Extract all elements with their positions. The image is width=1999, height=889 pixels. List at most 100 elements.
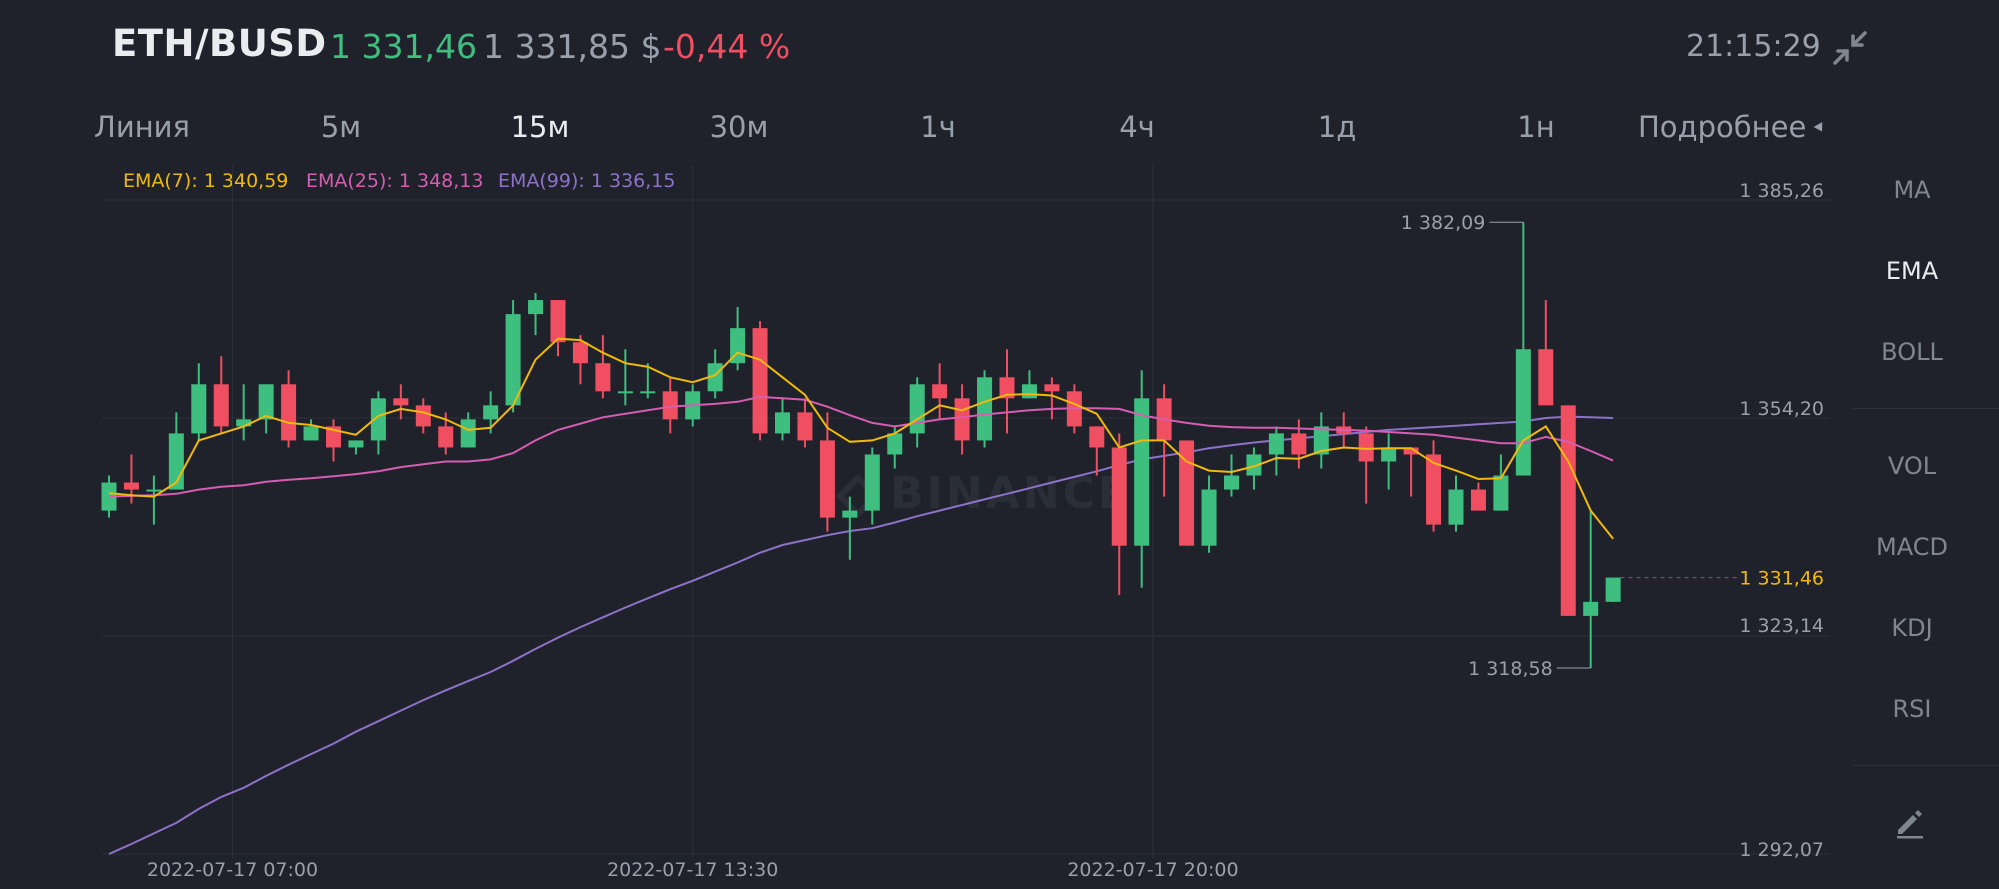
candle-body [819,440,835,518]
indicator-ema[interactable]: EMA [1885,257,1939,285]
tab-4h[interactable]: 4ч [1119,110,1155,144]
tab-1h[interactable]: 1ч [920,110,956,144]
candle-body [1538,349,1554,406]
tab-30m[interactable]: 30м [709,110,769,144]
high-label: 1 382,09 [1401,212,1486,234]
indicator-macd[interactable]: MACD [1876,533,1948,561]
candle-body [932,384,948,399]
candle-body [1179,440,1195,546]
candle-body [977,377,993,441]
low-label: 1 318,58 [1468,658,1553,680]
last-price: 1 331,46 [330,27,477,66]
tab-line[interactable]: Линия [94,110,190,144]
candle-body [1515,349,1531,476]
watermark: BINANCE [835,468,1128,519]
candle-body [752,328,768,434]
indicator-vol[interactable]: VOL [1887,452,1937,480]
candle-body [1201,489,1217,546]
y-axis: 1 385,26 1 354,20 1 323,14 1 292,07 [1739,180,1824,861]
legend-ema25-value: 1 348,13 [398,170,484,192]
candle-body [528,300,544,315]
ema7-line [108,337,1614,540]
candle-body [146,489,162,492]
clock: 21:15:29 [1686,29,1821,64]
indicator-kdj[interactable]: KDJ [1891,614,1933,642]
candle-body [438,426,454,448]
candle-body [775,412,790,434]
candle-body [909,384,925,434]
ema25-line [108,395,1614,498]
candle-body [303,426,319,441]
candle-body [954,398,970,441]
candle-body [236,419,252,427]
candle-body [1268,433,1284,455]
candle-body [370,398,386,441]
legend-ema7-value: 1 340,59 [203,170,289,192]
candle-body [281,384,297,441]
legend-ema25-name: EMA(25) [306,170,387,192]
legend-ema99-name: EMA(99) [498,170,579,192]
sidebar-divider [1853,765,1999,766]
tab-1w[interactable]: 1н [1517,110,1555,144]
candle-body [595,363,611,392]
chart-grid [102,165,1830,858]
tab-5m[interactable]: 5м [320,110,362,144]
y-tick-label: 1 292,07 [1739,839,1824,861]
ema7-path [108,337,1614,540]
interval-tabs: Линия 5м 15м 30м 1ч 4ч 1д 1н [0,110,1999,154]
ema99-line [108,415,1614,855]
candle-body [617,391,633,394]
candle-body [123,482,139,490]
pair-name[interactable]: ETH/BUSD [112,22,327,65]
collapse-icon[interactable] [1832,30,1868,66]
y-tick-label: 1 323,14 [1739,615,1824,637]
candle-body [1021,384,1037,399]
sidebar-divider [1853,408,1999,409]
more-dropdown[interactable]: Подробнее [1638,110,1807,144]
usd-price: 1 331,85 $ [483,27,662,66]
x-tick-label: 2022-07-17 20:00 [1067,859,1238,881]
candle-body [1493,475,1509,511]
annotations: 1 382,09 1 318,58 1 331,46 [1401,212,1824,680]
candle-body [999,377,1015,399]
current-price-label: 1 331,46 [1739,568,1824,590]
ema99-path [108,415,1614,855]
candle-body [1583,601,1599,616]
indicator-rsi[interactable]: RSI [1892,695,1932,723]
candle-body [572,342,588,364]
candle-body [1560,405,1576,616]
legend-ema99-value: 1 336,15 [590,170,676,192]
pencil-icon[interactable] [1893,805,1927,839]
tab-15m[interactable]: 15м [510,110,570,144]
indicator-boll[interactable]: BOLL [1881,338,1943,366]
candle-body [1313,426,1329,455]
indicator-ma[interactable]: MA [1893,176,1931,204]
candle-body [1403,447,1419,455]
candle-body [662,391,678,420]
candle-body [1044,384,1060,392]
x-tick-label: 2022-07-17 07:00 [147,859,318,881]
candle-body [1111,447,1127,546]
legend-ema25: EMA(25): 1 348,13 [306,170,484,192]
candle-body [191,384,207,434]
tab-1d[interactable]: 1д [1317,110,1357,144]
ticker-header: ETH/BUSD 1 331,46 1 331,85 $ -0,44 % 21:… [0,0,1999,100]
candle-body [1224,475,1239,490]
candle-body [640,391,656,394]
candle-body [1381,447,1397,462]
legend-ema7: EMA(7): 1 340,59 [123,170,289,192]
candle-body [483,405,499,420]
candle-body [1470,489,1486,511]
x-axis: 2022-07-17 07:00 2022-07-17 13:30 2022-07-… [147,859,1239,881]
ema25-path [108,395,1614,498]
candle-body [864,454,880,511]
candle-body [258,384,274,420]
candle-body [842,510,858,518]
legend-ema99: EMA(99): 1 336,15 [498,170,676,192]
candle-body [1426,454,1442,525]
y-tick-label: 1 385,26 [1739,180,1824,202]
candle-body [415,405,431,427]
candle-body [887,433,903,455]
x-tick-label: 2022-07-17 13:30 [607,859,778,881]
